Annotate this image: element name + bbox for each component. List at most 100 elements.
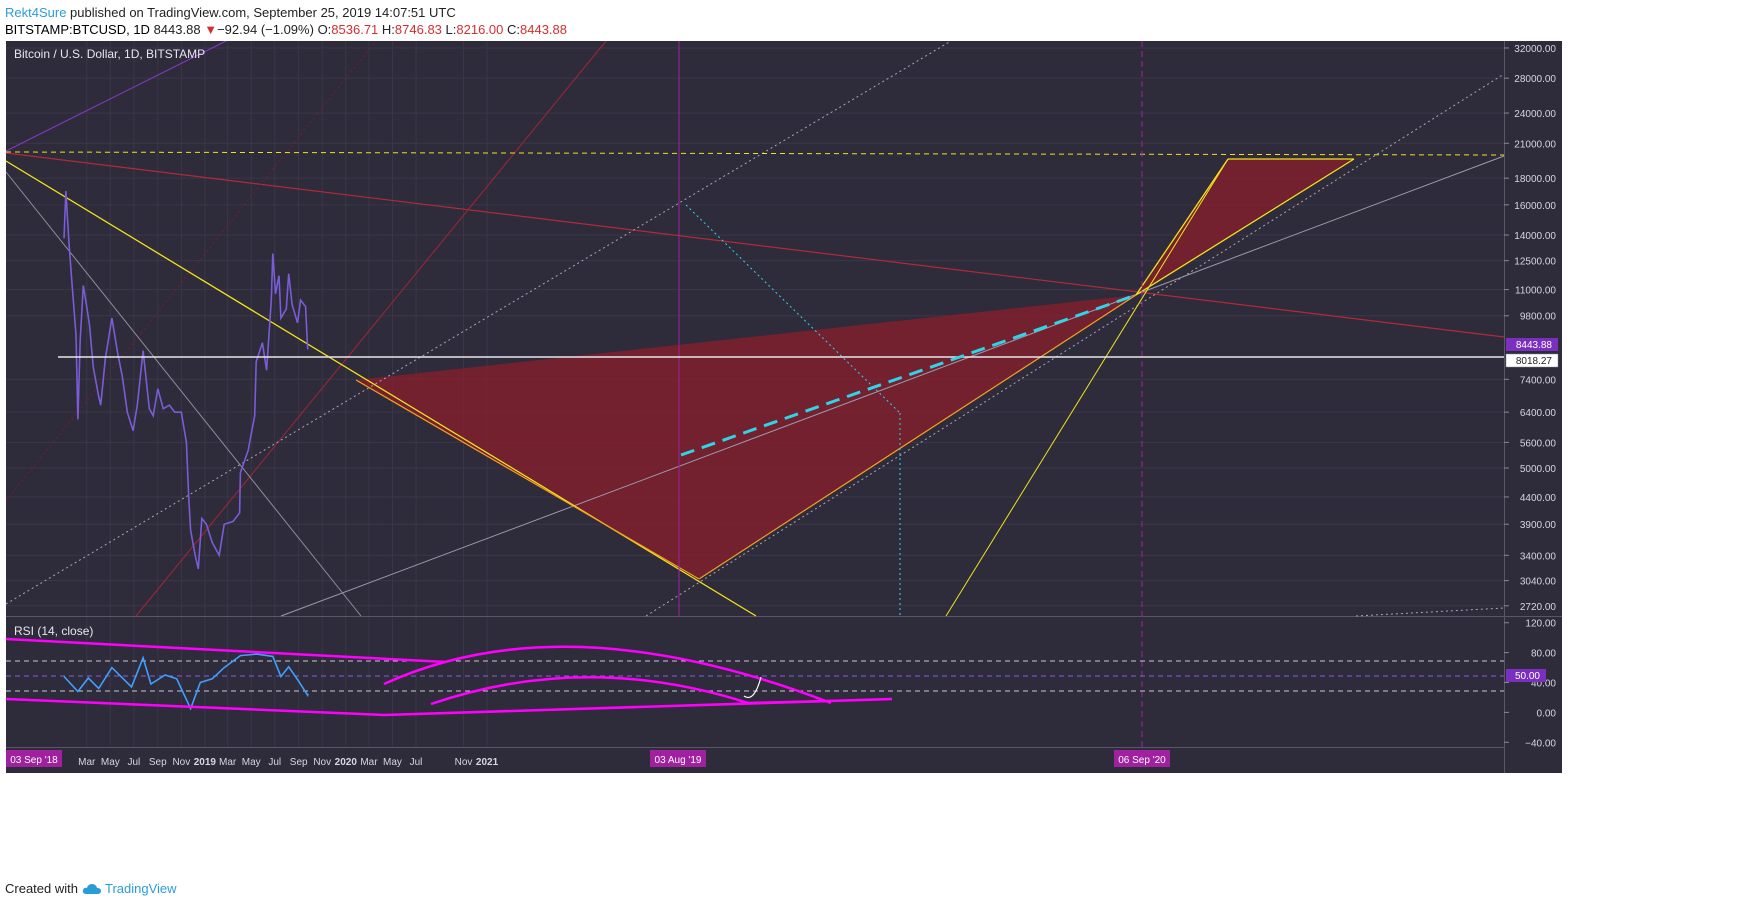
price-axis-label: 32000.00 [1514, 44, 1556, 55]
time-axis-label: 2020 [335, 757, 358, 768]
price-axis-label: 6400.00 [1520, 408, 1557, 419]
price-change: −92.94 (−1.09%) [217, 22, 314, 37]
cloud-logo-icon [82, 883, 101, 894]
red-triangle-fill [356, 295, 1136, 579]
cyan-dashed-projection [680, 293, 1137, 457]
tradingview-brand-text: TradingView [104, 881, 177, 896]
time-marker-target-bg [1114, 750, 1170, 767]
rsi-pane-bg [6, 617, 1504, 747]
yellow-dashed-ath-line [5, 151, 1505, 156]
tradingview-brand[interactable]: TradingView [82, 881, 177, 896]
level-price-badge [1505, 353, 1559, 368]
rsi-axis-label: 40.00 [1531, 679, 1556, 690]
orange-triangle-edge-2 [355, 379, 700, 580]
yellow-target-line [945, 158, 1229, 617]
price-axis-label: 9800.00 [1520, 312, 1557, 323]
footer: Created with TradingView [5, 881, 177, 896]
price-axis-label: 3040.00 [1520, 577, 1557, 588]
rsi-axis-label: 0.00 [1537, 708, 1557, 719]
price-axis-label: 16000.00 [1514, 201, 1556, 212]
time-marker-mid-bg [650, 750, 706, 767]
open-value: 8536.71 [331, 22, 379, 37]
price-axis-label: 21000.00 [1514, 139, 1556, 150]
dotted-diagonal-1 [5, 40, 952, 605]
price-axis-label: 28000.00 [1514, 74, 1556, 85]
high-value: 8746.83 [394, 22, 442, 37]
orange-triangle-edge [698, 294, 1137, 580]
price-axis-label: 7400.00 [1520, 375, 1557, 386]
time-axis-label: Mar [219, 757, 237, 768]
last-price: 8443.88 [153, 22, 201, 37]
down-arrow-icon: ▼ [204, 22, 218, 37]
price-axis-label: 5600.00 [1520, 438, 1557, 449]
price-axis-label: 3400.00 [1520, 551, 1557, 562]
rsi-magenta-arc-inner [430, 676, 749, 706]
yellow-target-edge-1 [1135, 158, 1229, 296]
price-axis-label: 18000.00 [1514, 174, 1556, 185]
symbol-label: BITSTAMP:BTCUSD, 1D [5, 22, 150, 37]
time-axis-label: 2019 [194, 757, 217, 768]
time-axis-label: Jul [410, 757, 423, 768]
rsi-value-badge-text: 50.00 [1515, 671, 1540, 682]
price-series-line [63, 191, 309, 570]
author-link[interactable]: Rekt4Sure [5, 5, 67, 20]
rsi-pane-title: RSI (14, close) [14, 624, 93, 638]
time-marker-mid: 03 Aug '19 [655, 755, 702, 766]
rsi-white-curl [743, 676, 762, 699]
price-axis-label: 14000.00 [1514, 231, 1556, 242]
time-axis-label: May [383, 757, 402, 768]
grey-support-line [280, 155, 1505, 617]
time-axis-label: Jul [127, 757, 140, 768]
time-axis-label: Nov [172, 757, 190, 768]
chart-svg[interactable]: 32000.00 28000.00 24000.00 21000.00 18000.00… [5, 40, 1742, 883]
price-axis-label: 4400.00 [1520, 493, 1557, 504]
time-axis-label: 2021 [476, 757, 499, 768]
price-axis-label: 24000.00 [1514, 109, 1556, 120]
time-axis-label: Sep [290, 757, 308, 768]
grey-descending-line [5, 171, 362, 617]
level-price-badge-text: 8018.27 [1516, 356, 1553, 367]
rsi-axis-label: −40.00 [1525, 738, 1556, 749]
rsi-magenta-top-line [5, 637, 447, 664]
time-axis-label: Nov [455, 757, 473, 768]
purple-line [5, 40, 227, 152]
header-line-1: Rekt4Sure published on TradingView.com, … [5, 4, 567, 21]
time-axis-label: Mar [360, 757, 378, 768]
close-value: 8443.88 [520, 22, 568, 37]
rsi-magenta-link [745, 699, 832, 705]
rsi-magenta-bottom-line [5, 697, 385, 717]
open-label: O: [317, 22, 332, 37]
time-marker-target: 06 Sep '20 [1118, 755, 1166, 766]
price-axis-label: 2720.00 [1520, 602, 1557, 613]
time-marker-start: 03 Sep '18 [10, 755, 58, 766]
time-axis-label: Jul [268, 757, 281, 768]
price-pane-title: Bitcoin / U.S. Dollar, 1D, BITSTAMP [14, 47, 205, 61]
time-axis-label: Sep [149, 757, 167, 768]
last-price-badge [1506, 338, 1558, 351]
red-steep-line-2 [5, 40, 377, 502]
time-axis-label: May [101, 757, 120, 768]
rsi-axis-label: 80.00 [1531, 649, 1556, 660]
time-axis-label: May [242, 757, 261, 768]
red-trendline [5, 152, 1505, 338]
red-steep-line [135, 40, 607, 617]
price-axis-label: 12500.00 [1514, 257, 1556, 268]
last-price-badge-text: 8443.88 [1516, 340, 1553, 351]
created-with-text: Created with [5, 881, 78, 896]
price-axis-label: 5000.00 [1520, 464, 1557, 475]
close-label: C: [507, 22, 521, 37]
time-axis-bg [6, 747, 1504, 773]
chart-header: Rekt4Sure published on TradingView.com, … [5, 4, 567, 38]
price-axis-label: 11000.00 [1515, 286, 1556, 297]
chart-area[interactable]: 32000.00 28000.00 24000.00 21000.00 18000.00… [5, 40, 1742, 883]
low-label: L: [445, 22, 457, 37]
header-line-2: BITSTAMP:BTCUSD, 1D 8443.88 ▼−92.94 (−1.… [5, 21, 567, 38]
time-marker-start-bg [6, 750, 62, 767]
rsi-axis-label: 120.00 [1525, 619, 1556, 630]
price-axis-label: 3900.00 [1520, 520, 1557, 531]
time-axis-label: Nov [313, 757, 331, 768]
high-label: H: [381, 22, 395, 37]
time-axis-label: Mar [78, 757, 96, 768]
dotted-diagonal-2 [645, 73, 1505, 617]
price-axis-bg [1504, 41, 1562, 773]
